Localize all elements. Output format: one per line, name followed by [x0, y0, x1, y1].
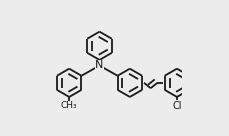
Text: Cl: Cl: [172, 101, 181, 111]
Text: N: N: [95, 60, 103, 70]
Text: CH₃: CH₃: [61, 101, 77, 110]
